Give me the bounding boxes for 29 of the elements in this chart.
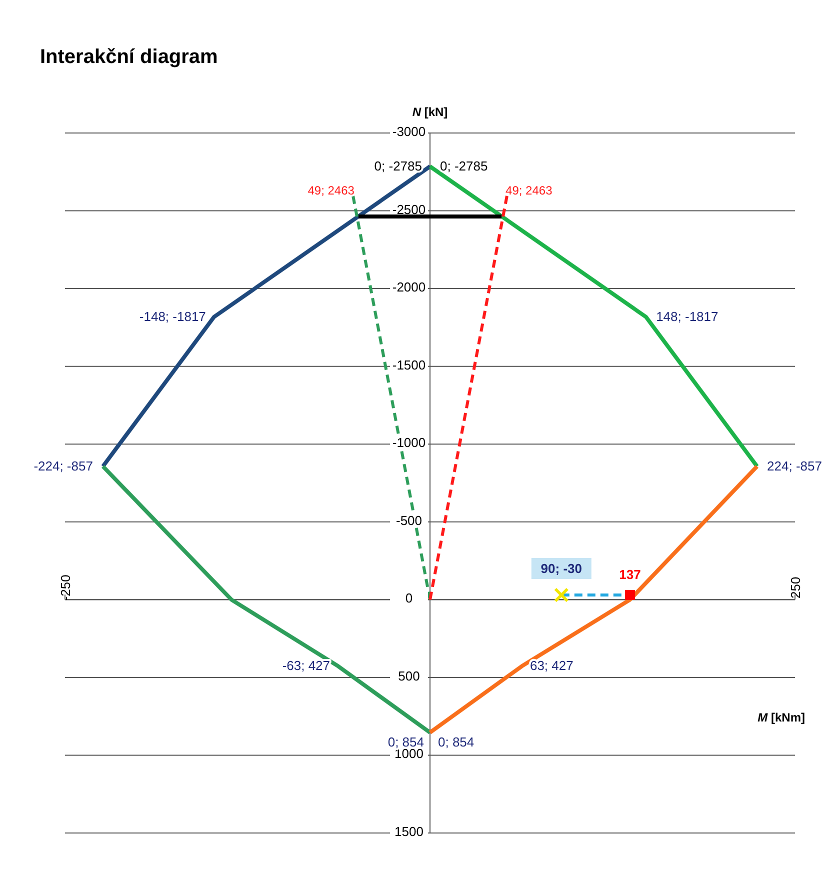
chart-title: Interakční diagram: [40, 46, 218, 68]
x-tick-label: 250: [788, 576, 803, 599]
annotation: 0; -2785: [374, 158, 422, 174]
y-tick-label: -2500: [392, 202, 426, 217]
annotation: 148; -1817: [656, 309, 718, 324]
annotation: -148; -1817: [139, 309, 206, 324]
line-series: [100, 464, 432, 735]
annotation: 224; -857: [767, 458, 822, 474]
y-tick-label: -1000: [392, 435, 426, 450]
x-axis-title: M [kNm]: [758, 710, 805, 724]
line-series: [428, 464, 760, 735]
y-tick-label: 500: [398, 668, 420, 684]
annotation: 137: [619, 567, 641, 582]
y-axis-title: N [kN]: [412, 105, 448, 119]
annotation: -224; -857: [34, 458, 93, 474]
annotation: 0; 854: [438, 734, 474, 750]
annotation: 0; -2785: [440, 158, 488, 174]
y-tick-label: 0: [405, 590, 413, 606]
x-tick-label: -250: [58, 574, 73, 601]
y-tick-label: 1500: [394, 824, 424, 839]
y-tick-label: -1500: [392, 357, 426, 372]
annotation: 90; -30: [540, 561, 582, 576]
y-tick-label: -3000: [392, 124, 426, 139]
annotation: 49; 2463: [308, 184, 355, 198]
y-tick-label: -2000: [392, 280, 426, 295]
annotation: 63; 427: [530, 658, 574, 674]
annotation: -63; 427: [282, 658, 330, 674]
annotation: 49; 2463: [506, 184, 553, 198]
y-tick-label: -500: [396, 512, 422, 528]
